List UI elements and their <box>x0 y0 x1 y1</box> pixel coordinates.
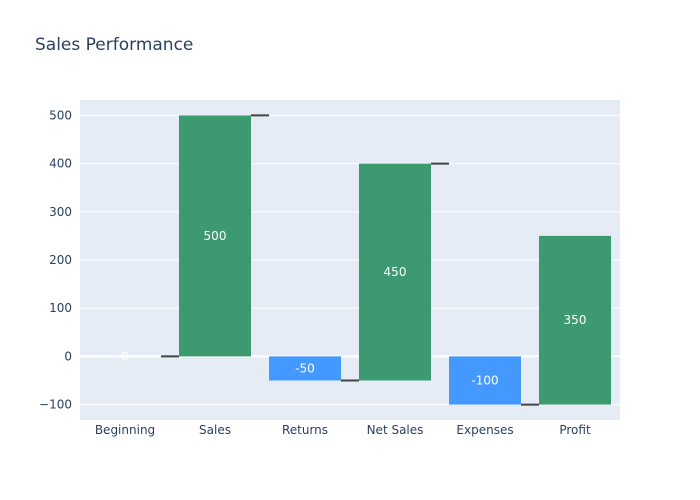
data-label: -50 <box>295 361 315 375</box>
data-label: 0 <box>121 349 129 363</box>
data-label: 500 <box>204 229 227 243</box>
chart-title: Sales Performance <box>35 35 193 55</box>
data-label: 450 <box>384 265 407 279</box>
bars <box>179 115 611 405</box>
x-tick-label: Profit <box>559 423 591 437</box>
data-labels: 0 500 -50 450 -100 350 <box>121 229 586 388</box>
data-label: 350 <box>564 313 587 327</box>
x-axis-ticks: Beginning Sales Returns Net Sales Expenses Pr… <box>95 423 591 437</box>
y-tick-label: 500 <box>49 108 72 122</box>
x-tick-label: Beginning <box>95 423 155 437</box>
bar-profit <box>539 235 611 405</box>
bar-net-sales <box>359 163 431 381</box>
y-axis-ticks: −100 0 100 200 300 400 500 <box>39 108 72 411</box>
bar-expenses <box>449 356 521 405</box>
connectors <box>161 114 539 406</box>
data-label: -100 <box>471 373 498 387</box>
y-tick-label: −100 <box>39 398 72 412</box>
y-tick-label: 300 <box>49 205 72 219</box>
y-tick-label: 200 <box>49 253 72 267</box>
x-tick-label: Net Sales <box>367 423 424 437</box>
x-tick-label: Expenses <box>456 423 513 437</box>
x-tick-label: Sales <box>199 423 231 437</box>
x-tick-label: Returns <box>282 423 328 437</box>
y-tick-label: 400 <box>49 157 72 171</box>
y-tick-label: 0 <box>64 349 72 363</box>
bar-returns <box>269 356 341 381</box>
y-tick-label: 100 <box>49 301 72 315</box>
bar-sales <box>179 115 251 357</box>
